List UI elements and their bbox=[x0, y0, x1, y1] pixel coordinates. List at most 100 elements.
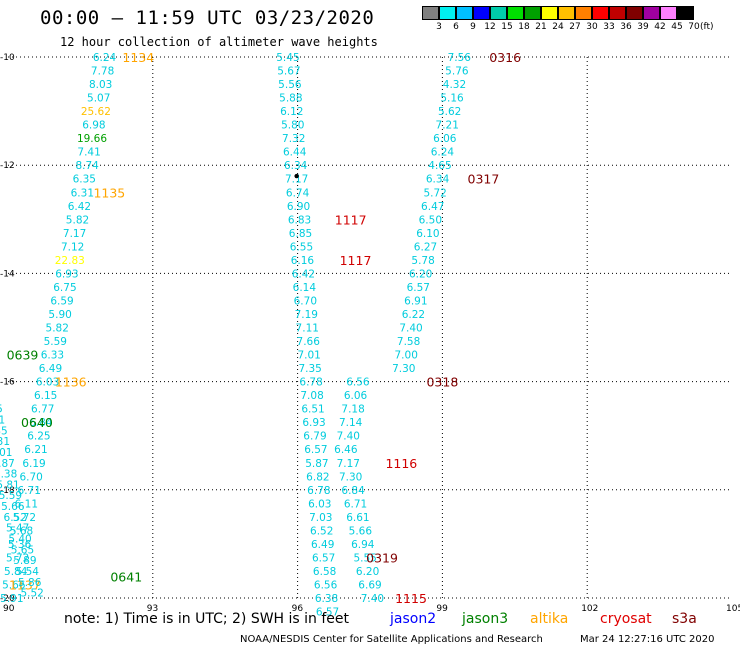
swh-value: 6.34 bbox=[284, 160, 308, 172]
track-time-label: 1116 bbox=[385, 456, 417, 471]
footer-note: note: 1) Time is in UTC; 2) SWH is in fe… bbox=[64, 611, 350, 627]
legend-swatch bbox=[507, 6, 524, 20]
credit-line: NOAA/NESDIS Center for Satellite Applica… bbox=[240, 634, 543, 645]
swh-value: 6.42 bbox=[68, 201, 91, 213]
legend-label: 24 bbox=[552, 22, 564, 32]
track-time-label: 1136 bbox=[55, 375, 87, 390]
swh-value: 7.01 bbox=[0, 447, 12, 459]
swh-value: 6.84 bbox=[341, 485, 365, 497]
swh-value: 6.91 bbox=[404, 295, 427, 307]
y-tick-label: -18 bbox=[0, 486, 15, 496]
track-time-label: 0317 bbox=[468, 172, 500, 187]
swh-value: 6.03 bbox=[36, 377, 59, 389]
legend-swatch bbox=[660, 6, 677, 20]
swh-value: 5.66 bbox=[1, 501, 25, 513]
page-title: 00:00 – 11:59 UTC 03/23/2020 bbox=[40, 7, 375, 29]
swh-value: 6.38 bbox=[315, 593, 338, 605]
track-time-label: 0640 bbox=[21, 415, 53, 430]
track-time-label: 1134 bbox=[122, 50, 154, 65]
swh-value: 6.90 bbox=[287, 201, 310, 213]
swh-value: 6.77 bbox=[31, 404, 54, 416]
swh-value: 6.38 bbox=[0, 469, 17, 481]
swh-value: 6.33 bbox=[41, 350, 64, 362]
satellite-legend-jason3: jason3 bbox=[462, 611, 509, 627]
swh-value: 6.57 bbox=[304, 444, 327, 456]
y-tick-label: -14 bbox=[0, 269, 15, 279]
swh-value: 5.67 bbox=[277, 66, 300, 78]
swh-value: 5.87 bbox=[0, 458, 15, 470]
swh-value: 6.22 bbox=[402, 309, 425, 321]
swh-value: 5.59 bbox=[44, 336, 67, 348]
swh-value: 5.72 bbox=[13, 512, 36, 524]
swh-value: 5.40 bbox=[8, 533, 31, 545]
swh-value: 6.31 bbox=[0, 436, 10, 448]
swh-value: 6.24 bbox=[431, 147, 455, 159]
satellite-legend-s3a: s3a bbox=[672, 611, 697, 627]
swh-value: 6.61 bbox=[346, 512, 369, 524]
legend-label: 18 bbox=[518, 22, 530, 32]
swh-value: 5.84 bbox=[4, 566, 28, 578]
swh-value: 6.12 bbox=[280, 106, 303, 118]
swh-value: 7.30 bbox=[392, 363, 415, 375]
swh-value: 6.57 bbox=[316, 607, 339, 619]
swh-value: 6.49 bbox=[39, 363, 62, 375]
swh-value: 5.72 bbox=[423, 187, 446, 199]
swh-value: 6.69 bbox=[358, 579, 381, 591]
swh-value: 5.54 bbox=[16, 566, 40, 578]
swh-value: 6.10 bbox=[416, 228, 439, 240]
legend-label: 3 bbox=[436, 22, 442, 32]
swh-value: 6.21 bbox=[24, 444, 47, 456]
swh-value: 7.35 bbox=[298, 363, 321, 375]
swh-value: 6.34 bbox=[426, 174, 450, 186]
satellite-legend-altika: altika bbox=[530, 611, 569, 627]
swh-value: 8.03 bbox=[89, 79, 112, 91]
swh-value: 6.03 bbox=[308, 498, 331, 510]
swh-value: 7.40 bbox=[337, 431, 360, 443]
swh-value: 5.52 bbox=[20, 588, 43, 600]
swh-value: 5.16 bbox=[440, 93, 464, 105]
swh-value: 6.70 bbox=[294, 295, 317, 307]
swh-value: 5.90 bbox=[48, 309, 71, 321]
swh-value: 6.14 bbox=[293, 282, 317, 294]
legend-label: 30 bbox=[586, 22, 598, 32]
swh-value: 6.46 bbox=[334, 444, 358, 456]
swh-value: 7.41 bbox=[77, 147, 100, 159]
legend-swatch bbox=[643, 6, 660, 20]
swh-value: 6.57 bbox=[312, 552, 335, 564]
swh-value: 6.11 bbox=[15, 498, 38, 510]
swh-value: 5.65 bbox=[11, 544, 34, 556]
swh-value: 6.71 bbox=[18, 485, 41, 497]
swh-value: 6.15 bbox=[34, 390, 57, 402]
x-tick-label: 102 bbox=[581, 604, 598, 614]
legend-label: 39 bbox=[637, 22, 649, 32]
legend-swatch bbox=[677, 6, 694, 20]
swh-value: 7.40 bbox=[361, 593, 384, 605]
swh-value: 5.56 bbox=[278, 79, 302, 91]
track-time-label: 1115 bbox=[395, 591, 427, 606]
legend-swatch bbox=[422, 6, 439, 20]
legend-label: 33 bbox=[603, 22, 615, 32]
swh-value: 8.74 bbox=[75, 160, 99, 172]
swh-value: 6.91 bbox=[0, 414, 5, 426]
swh-value: 7.30 bbox=[339, 471, 362, 483]
swh-value: 6.24 bbox=[93, 52, 117, 64]
swh-value: 6.82 bbox=[306, 471, 329, 483]
swh-value: 7.21 bbox=[436, 120, 459, 132]
legend-label: 6 bbox=[453, 22, 459, 32]
satellite-legend-cryosat: cryosat bbox=[600, 611, 652, 627]
swh-value: 6.79 bbox=[303, 431, 326, 443]
legend-swatch bbox=[456, 6, 473, 20]
y-tick-label: -20 bbox=[0, 594, 15, 604]
swh-value: 5.82 bbox=[46, 323, 69, 335]
swh-value: 6.57 bbox=[407, 282, 430, 294]
swh-value: 6.78 bbox=[299, 377, 322, 389]
legend-label: 70 bbox=[688, 22, 700, 32]
legend-label: 21 bbox=[535, 22, 547, 32]
track-time-label: 1135 bbox=[93, 185, 125, 200]
swh-value: 19.66 bbox=[77, 133, 107, 145]
swh-value: 7.32 bbox=[282, 133, 305, 145]
swh-value: 6.59 bbox=[50, 295, 73, 307]
x-tick-label: 105 bbox=[726, 604, 740, 614]
track-time-label: 0316 bbox=[489, 50, 521, 65]
